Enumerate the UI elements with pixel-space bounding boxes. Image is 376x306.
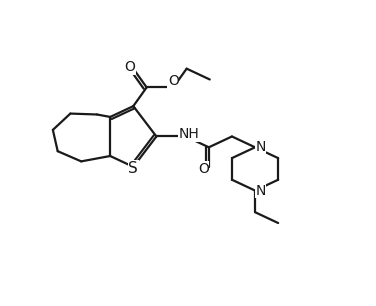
Text: O: O — [124, 60, 135, 74]
Text: N: N — [255, 140, 266, 154]
Text: N: N — [255, 184, 266, 198]
Text: S: S — [129, 161, 138, 176]
Text: O: O — [198, 162, 209, 176]
Text: NH: NH — [179, 127, 200, 141]
Text: O: O — [168, 74, 179, 88]
